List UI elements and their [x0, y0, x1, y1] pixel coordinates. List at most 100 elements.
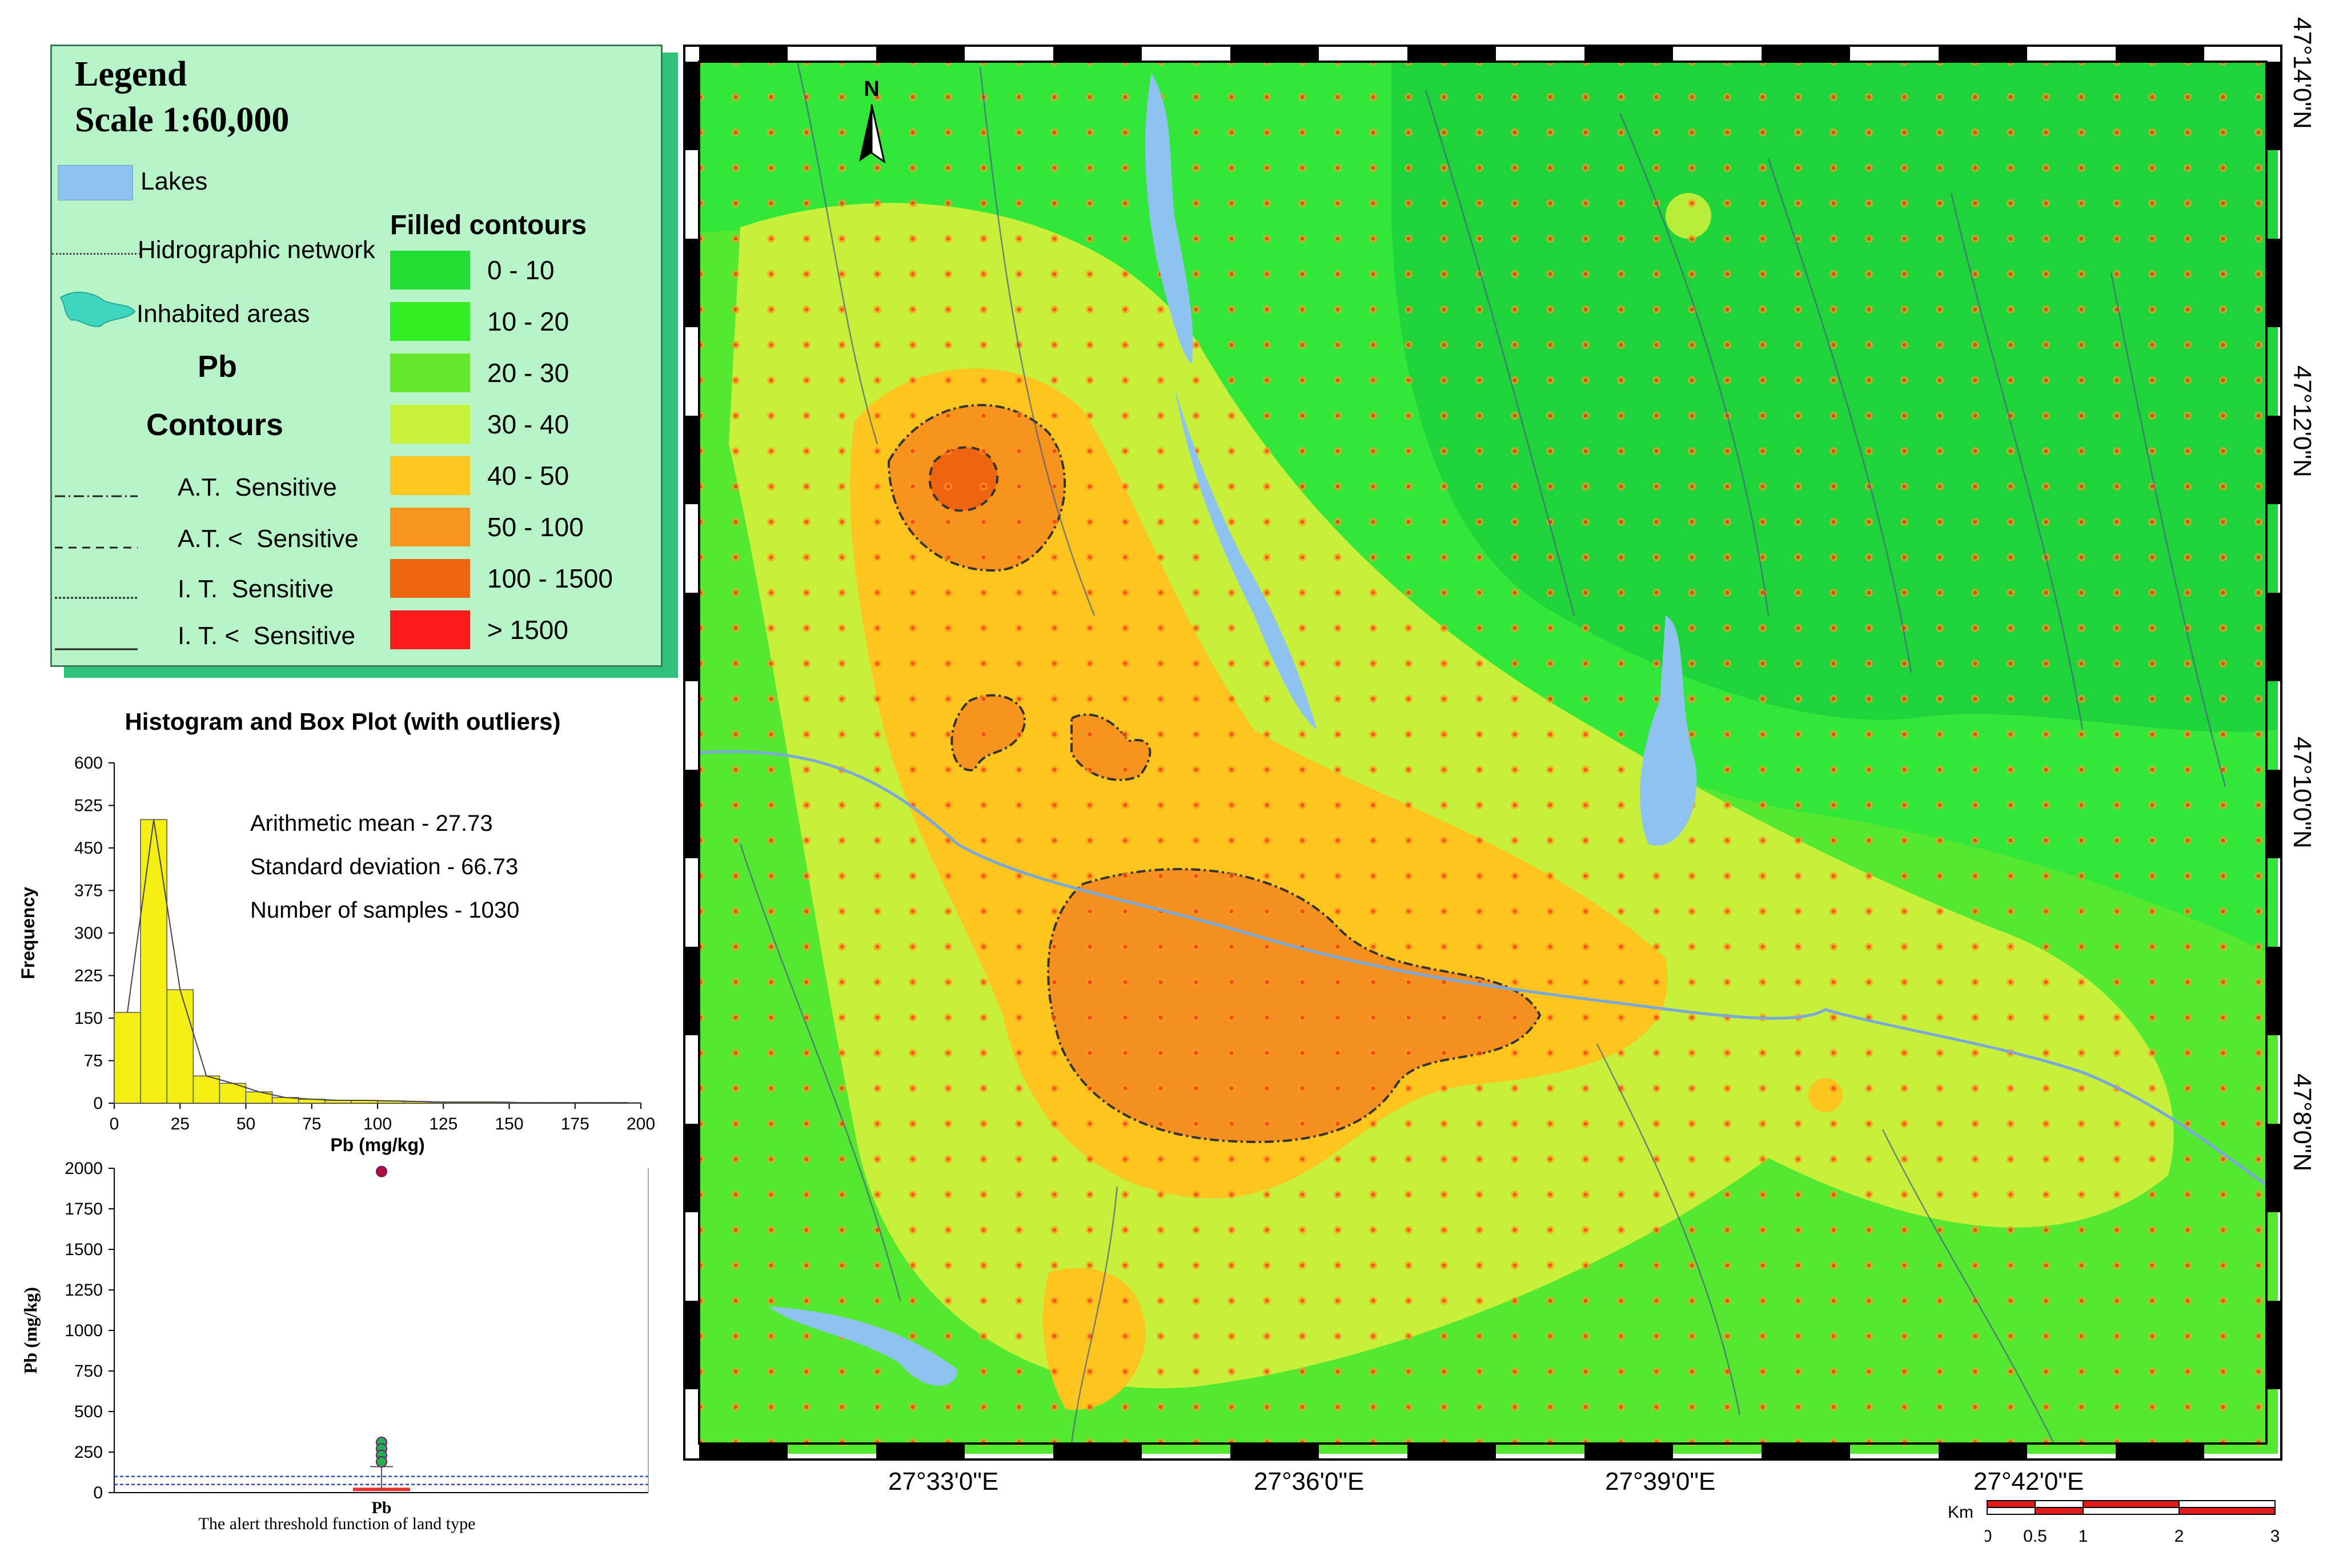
hist-y-tick-label: 450 [74, 839, 103, 858]
frame-segment [2266, 416, 2280, 504]
x-label-1: 27°33'0"E [888, 1468, 999, 1495]
hist-x-tick-label: 100 [363, 1115, 392, 1133]
box-y-tick-label: 1500 [65, 1240, 103, 1259]
frame-segment [1053, 47, 1142, 61]
hist-bar [114, 1012, 141, 1104]
legend-scale: Scale 1:60,000 [75, 100, 290, 139]
filled-contour-swatch [390, 610, 470, 649]
filled-contour-swatch [390, 251, 470, 290]
y-label-4: 47°8'0"N [2288, 1074, 2316, 1172]
box-outlier-point [376, 1456, 387, 1468]
box-y-label: Pb (mg/kg) [20, 1287, 41, 1374]
hydro-line-symbol [52, 253, 141, 255]
filled-contour-label: 100 - 1500 [487, 564, 613, 593]
legend-hydro-label: Hidrographic network [138, 236, 375, 264]
frame-segment [1407, 1445, 1496, 1458]
filled-contour-swatch [390, 405, 470, 444]
contour-line-label-4: I. T. < Sensitive [178, 622, 356, 650]
map-frame [683, 45, 2282, 1461]
box-outlier-point [376, 1165, 387, 1177]
hist-bar [166, 989, 194, 1104]
scale-bar: 0 0.5 1 2 3 [1985, 1500, 2280, 1546]
frame-segment [685, 1124, 699, 1212]
lake-river-chain [1174, 387, 1317, 730]
x-label-4: 27°42'0"E [1973, 1468, 2084, 1495]
frame-segment [2266, 1301, 2280, 1389]
frame-segment [1230, 1445, 1319, 1458]
box-y-tick-label: 1750 [65, 1200, 103, 1219]
inhabited-area-icon [59, 291, 136, 327]
frame-segment [876, 1445, 965, 1458]
contour-map: N [683, 45, 2282, 1461]
frame-segment [1939, 1445, 2027, 1458]
filled-contour-label: 40 - 50 [487, 461, 569, 490]
hist-x-label: Pb (mg/kg) [330, 1135, 424, 1155]
legend-element: Pb [198, 349, 238, 384]
filled-contour-label: 20 - 30 [487, 358, 569, 388]
frame-segment [2266, 770, 2280, 858]
legend-inhabited-label: Inhabited areas [137, 300, 310, 328]
contour-line-label-3: I. T. Sensitive [178, 575, 334, 603]
hist-x-tick-label: 200 [627, 1115, 655, 1133]
filled-contour-item: 40 - 50 [390, 456, 569, 495]
north-arrow-icon: N [859, 77, 886, 164]
frame-segment [1230, 47, 1319, 61]
filled-contour-label: > 1500 [487, 615, 568, 645]
frame-segment [1762, 47, 1850, 61]
hist-bar [192, 1075, 220, 1104]
filled-contour-item: 100 - 1500 [390, 559, 613, 598]
hist-y-tick-label: 0 [93, 1094, 103, 1113]
stat-line: Standard deviation - 66.73 [250, 854, 519, 879]
frame-segment [1762, 1445, 1850, 1458]
hist-x-tick-label: 25 [171, 1115, 190, 1133]
filled-contour-swatch [390, 302, 470, 341]
frame-segment [2266, 1124, 2280, 1212]
filled-contour-label: 30 - 40 [487, 409, 569, 439]
frame-segment [2266, 62, 2280, 150]
scale-tick-2: 2 [2174, 1527, 2184, 1546]
legend-title: Legend [75, 55, 187, 94]
scale-tick-1: 1 [2079, 1527, 2088, 1546]
frame-segment [685, 947, 699, 1035]
contour-line-symbols [55, 495, 138, 650]
filled-contour-item: 20 - 30 [390, 353, 569, 392]
frame-segment [2266, 239, 2280, 327]
y-label-1: 47°14'0"N [2288, 17, 2316, 129]
filled-contour-swatch [390, 508, 470, 546]
lake-north [1145, 73, 1193, 364]
filled-contour-label: 50 - 100 [487, 512, 584, 542]
box-y-tick-label: 1250 [65, 1281, 103, 1300]
filled-contour-swatch [390, 559, 470, 598]
frame-segment [2266, 593, 2280, 681]
scale-unit: Km [1948, 1503, 1973, 1522]
x-label-2: 27°36'0"E [1254, 1468, 1365, 1495]
hist-y-tick-label: 150 [74, 1009, 103, 1028]
frame-segment [2116, 47, 2204, 61]
hist-y-tick-label: 225 [74, 967, 103, 986]
stat-line: Number of samples - 1030 [250, 898, 520, 923]
box-y-tick-label: 2000 [65, 1159, 103, 1178]
legend-panel: Legend Scale 1:60,000 Lakes Hidrographic… [50, 45, 663, 667]
boxplot-caption: The alert threshold function of land typ… [198, 1514, 476, 1533]
filled-contour-item: > 1500 [390, 610, 568, 649]
filled-contour-item: 50 - 100 [390, 508, 584, 546]
filled-contours-title: Filled contours [390, 210, 587, 240]
contour-line-label-2: A.T. < Sensitive [178, 525, 359, 553]
scale-tick-3: 3 [2270, 1527, 2280, 1546]
histogram-title: Histogram and Box Plot (with outliers) [125, 708, 561, 735]
frame-segment [685, 770, 699, 858]
box-y-tick-label: 250 [74, 1443, 103, 1462]
sample-points [699, 62, 2278, 1454]
frame-segment [1407, 47, 1496, 61]
frame-segment [2116, 1445, 2204, 1458]
hist-y-tick-label: 600 [74, 754, 103, 773]
hist-y-tick-label: 525 [74, 797, 103, 815]
filled-contour-item: 0 - 10 [390, 251, 555, 290]
frame-segment [699, 47, 788, 61]
hist-x-tick-label: 125 [429, 1115, 458, 1133]
map-inner-border [698, 61, 2268, 1445]
frame-segment [685, 239, 699, 327]
hist-y-tick-label: 75 [84, 1052, 103, 1071]
x-label-3: 27°39'0"E [1605, 1468, 1716, 1495]
legend-contours-heading: Contours [146, 408, 283, 442]
